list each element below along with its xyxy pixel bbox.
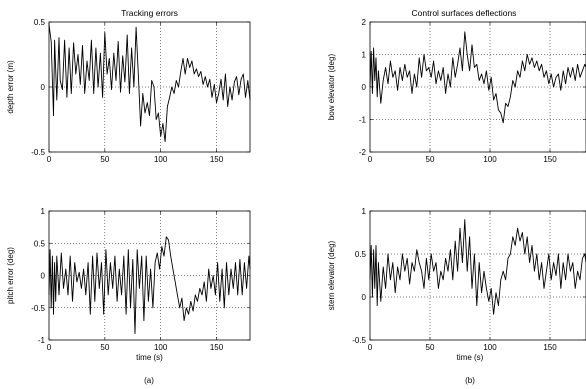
plot-frame [369,210,586,341]
series-line [48,24,251,143]
y-axis-label: bow elevator (deg) [327,54,336,121]
y-tick-label: -2 [359,148,367,157]
y-tick-label: 0.5 [355,250,367,259]
y-tick-label: 0 [41,272,46,281]
y-tick-label: -1 [359,116,367,125]
panel-bow-elevator: 0 50 100 150 -2 -1 0 1 2 Control surfaces deflect… [327,8,586,164]
x-axis-label: time (s) [457,353,484,362]
y-tick-label: -0.5 [31,304,45,313]
x-tick-label: 150 [210,155,224,164]
y-tick-label: 0 [41,83,46,92]
x-tick-label: 150 [543,343,557,352]
x-tick-label: 0 [47,155,52,164]
chart-title: Control surfaces deflections [412,8,517,18]
y-tick-label: -0.5 [352,336,366,345]
series-line [48,236,251,335]
x-tick-label: 0 [47,343,52,352]
x-tick-label: 50 [426,343,435,352]
panel-tracking-pitch: 0 50 100 150 -1 -0.5 0 0.5 1 time (s) pitch error … [6,207,251,362]
series-line [369,31,586,124]
y-axis-label: stern elevator (deg) [327,240,336,310]
y-tick-label: 1 [362,51,367,60]
y-tick-label: -0.5 [31,148,45,157]
y-axis-label: pitch error (deg) [6,247,15,304]
x-tick-label: 100 [483,155,497,164]
caption-b: (b) [465,376,475,385]
x-tick-label: 50 [100,343,109,352]
x-tick-label: 50 [426,155,435,164]
x-tick-label: 100 [154,155,168,164]
x-tick-label: 50 [100,155,109,164]
chart-title: Tracking errors [121,8,178,18]
y-tick-label: 1 [41,207,46,216]
y-axis-label: depth error (m) [6,60,15,114]
y-tick-label: 0 [362,293,367,302]
y-tick-label: 0.5 [34,18,46,27]
y-tick-label: -1 [38,336,46,345]
x-tick-label: 100 [154,343,168,352]
y-tick-label: 0 [362,83,367,92]
y-tick-label: 1 [362,207,367,216]
series-line [369,219,586,315]
x-tick-label: 0 [368,343,373,352]
x-tick-label: 150 [210,343,224,352]
y-tick-label: 0.5 [34,239,46,248]
x-tick-label: 100 [483,343,497,352]
caption-a: (a) [144,376,154,385]
y-tick-label: 2 [362,18,367,27]
x-tick-label: 150 [543,155,557,164]
x-axis-label: time (s) [136,353,163,362]
x-tick-label: 0 [368,155,373,164]
